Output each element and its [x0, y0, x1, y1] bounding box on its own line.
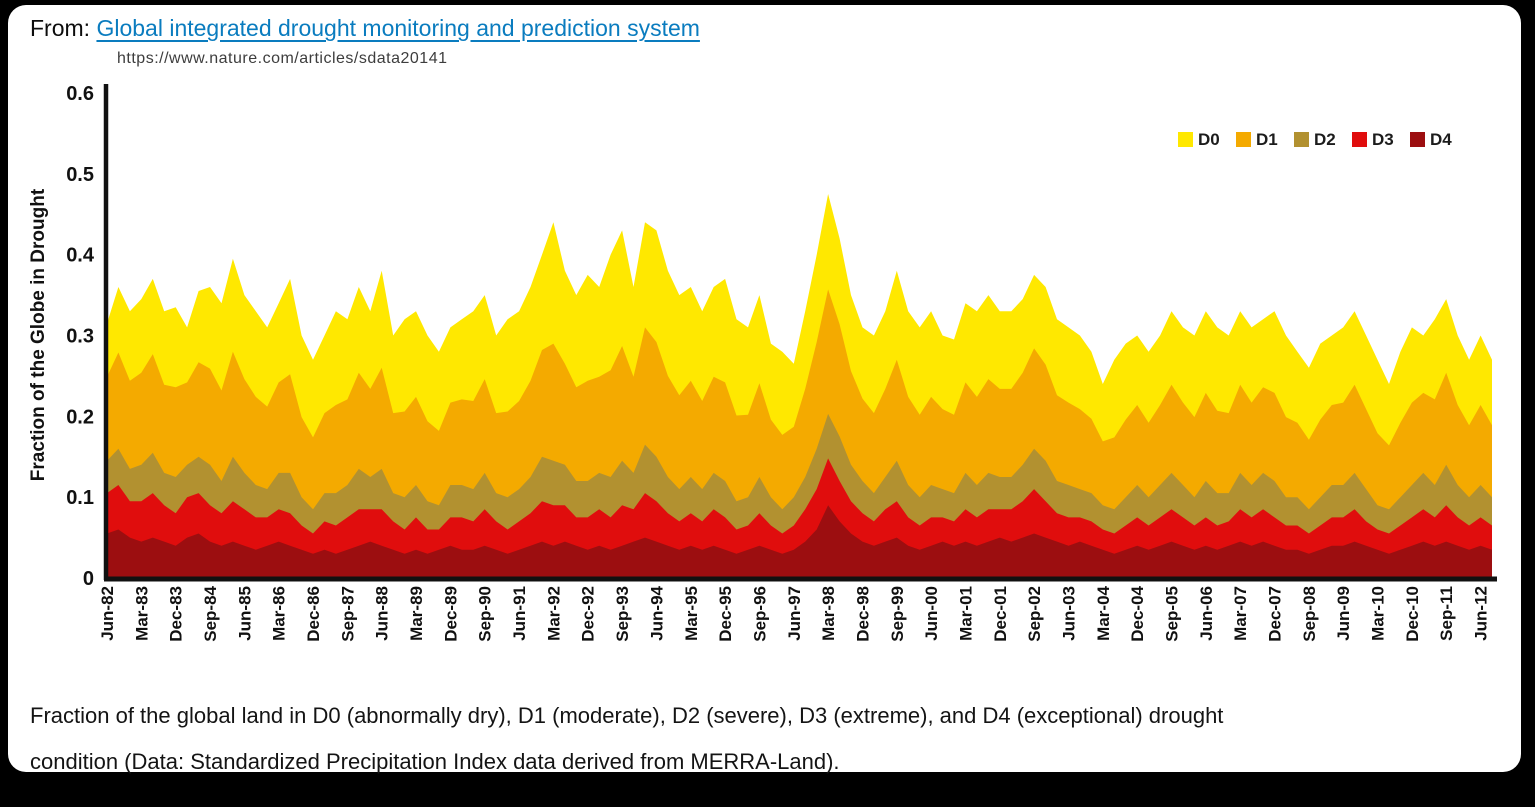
figure-caption: Fraction of the global land in D0 (abnor…: [30, 693, 1223, 785]
x-tick-label: Dec-98: [854, 586, 873, 642]
x-tick-label: Dec-92: [579, 586, 598, 642]
x-tick-label: Dec-89: [441, 586, 460, 642]
legend-label-d4: D4: [1430, 130, 1452, 149]
y-axis-tick-labels: 0 0.1 0.2 0.3 0.4 0.5 0.6: [66, 83, 95, 590]
x-tick-label: Jun-82: [98, 586, 117, 641]
x-tick-label: Jun-94: [647, 585, 666, 640]
legend-swatch-d1: [1236, 132, 1251, 147]
x-tick-label: Dec-95: [716, 586, 735, 642]
y-axis-title: Fraction of the Globe in Drought: [28, 188, 49, 481]
x-tick-label: Jun-00: [922, 586, 941, 641]
x-tick-label: Mar-10: [1369, 586, 1388, 641]
x-tick-label: Sep-93: [613, 586, 632, 642]
caption-line-2: condition (Data: Standardized Precipitat…: [30, 749, 840, 774]
x-tick-label: Mar-86: [270, 586, 289, 641]
y-tick-label: 0.5: [66, 164, 94, 186]
stacked-area-chart-svg: 0 0.1 0.2 0.3 0.4 0.5 0.6 Fraction of the Globe…: [28, 83, 1497, 642]
y-tick-label: 0: [83, 568, 94, 590]
x-tick-label: Mar-01: [957, 586, 976, 641]
y-tick-label: 0.6: [66, 83, 94, 105]
y-tick-label: 0.1: [66, 487, 94, 509]
article-card: From: Global integrated drought monitori…: [8, 5, 1521, 774]
legend-swatch-d2: [1294, 132, 1309, 147]
x-tick-label: Sep-96: [750, 586, 769, 642]
legend-swatch-d4: [1410, 132, 1425, 147]
x-axis-tick-labels: Jun-82 Mar-83 Dec-83 Sep-84 Jun-85 Mar-86 Dec-…: [98, 585, 1491, 641]
legend-swatch-d0: [1178, 132, 1193, 147]
x-tick-label: Mar-07: [1231, 586, 1250, 641]
legend-label-d2: D2: [1314, 130, 1336, 149]
x-tick-label: Jun-91: [510, 586, 529, 641]
legend-label-d1: D1: [1256, 130, 1278, 149]
y-tick-label: 0.4: [66, 245, 95, 267]
x-tick-label: Jun-88: [373, 586, 392, 641]
legend-label-d3: D3: [1372, 130, 1394, 149]
x-tick-label: Jun-03: [1060, 586, 1079, 641]
x-tick-label: Mar-92: [544, 586, 563, 641]
source-line: From: Global integrated drought monitori…: [30, 15, 700, 42]
x-tick-label: Jun-09: [1334, 586, 1353, 641]
x-tick-label: Sep-05: [1163, 586, 1182, 642]
caption-line-1: Fraction of the global land in D0 (abnor…: [30, 703, 1224, 728]
area-d4: [107, 505, 1492, 578]
legend: D0 D1 D2 D3 D4: [1178, 130, 1452, 149]
x-tick-label: Mar-83: [132, 586, 151, 641]
x-tick-label: Sep-87: [338, 586, 357, 642]
x-tick-label: Sep-84: [201, 585, 220, 641]
x-tick-label: Jun-97: [785, 586, 804, 641]
y-tick-label: 0.3: [66, 326, 94, 348]
y-tick-label: 0.2: [66, 406, 94, 428]
legend-label-d0: D0: [1198, 130, 1220, 149]
x-tick-label: Jun-85: [235, 586, 254, 641]
x-tick-label: Jun-12: [1472, 586, 1491, 641]
x-tick-label: Mar-95: [682, 586, 701, 641]
article-link[interactable]: Global integrated drought monitoring and…: [96, 15, 700, 41]
x-tick-label: Sep-11: [1437, 586, 1456, 641]
x-tick-label: Dec-86: [304, 586, 323, 642]
x-tick-label: Dec-10: [1403, 586, 1422, 642]
x-tick-label: Mar-89: [407, 586, 426, 641]
article-url: https://www.nature.com/articles/sdata201…: [117, 50, 448, 67]
drought-chart: 0 0.1 0.2 0.3 0.4 0.5 0.6 Fraction of the Globe…: [8, 77, 1521, 699]
area-layers: [107, 194, 1492, 578]
from-label: From:: [30, 15, 91, 41]
x-tick-label: Sep-99: [888, 586, 907, 642]
legend-swatch-d3: [1352, 132, 1367, 147]
x-tick-label: Mar-98: [819, 586, 838, 641]
x-tick-label: Mar-04: [1094, 585, 1113, 640]
x-tick-label: Dec-04: [1128, 585, 1147, 641]
x-tick-label: Dec-83: [167, 586, 186, 642]
x-tick-label: Sep-90: [476, 586, 495, 642]
x-tick-label: Sep-08: [1300, 586, 1319, 642]
x-tick-label: Dec-07: [1266, 586, 1285, 642]
x-tick-label: Sep-02: [1025, 586, 1044, 642]
x-tick-label: Dec-01: [991, 586, 1010, 642]
x-tick-label: Jun-06: [1197, 586, 1216, 641]
